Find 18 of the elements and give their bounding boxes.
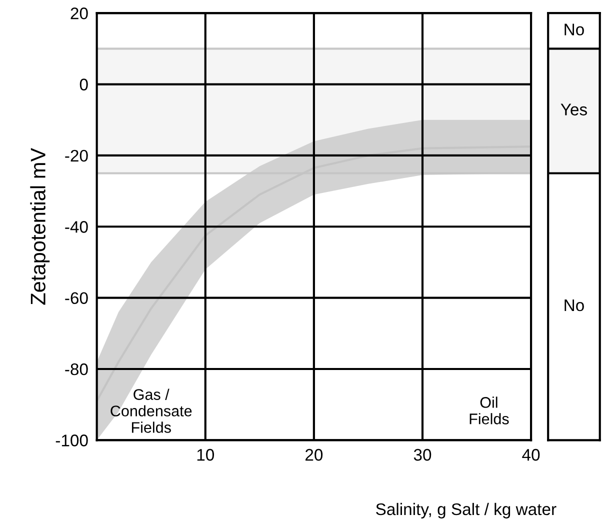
x-tick-label: 20 (306, 448, 323, 461)
text: No (564, 24, 584, 36)
y-tick-label: -40 (65, 221, 88, 233)
band-label: Yes (560, 104, 587, 116)
x-tick-label: 40 (522, 448, 540, 461)
y-tick-label: 0 (80, 78, 88, 90)
y-tick-label: -20 (65, 150, 88, 162)
x-axis-title: Salinity, g Salt / kg water (376, 502, 556, 518)
x-tick-label: 30 (414, 448, 432, 461)
text: No (564, 300, 584, 312)
y-tick-label: -60 (65, 292, 88, 304)
y-axis-title: Zetapotential mV (30, 148, 50, 305)
y-tick-label: -100 (56, 434, 88, 446)
y-tick-label: -80 (65, 363, 88, 376)
y-tick-label: 20 (70, 8, 88, 20)
x-tick-label: 10 (197, 448, 214, 461)
annotation: Gas / Condensate Fields (110, 388, 192, 433)
annotation: Oil Fields (470, 396, 509, 424)
